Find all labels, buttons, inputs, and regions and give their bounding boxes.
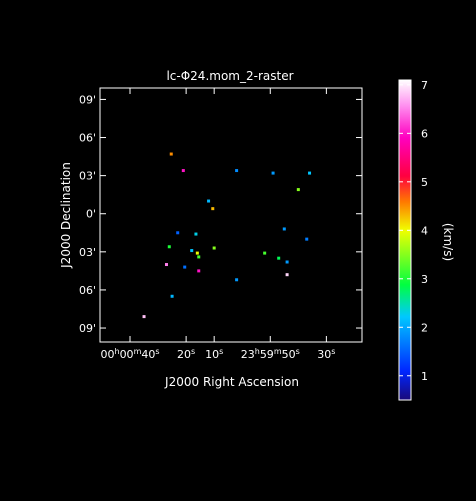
data-point <box>197 255 201 259</box>
colorbar-tick-label: 3 <box>421 273 428 286</box>
x-tick-labels: 00h00m40s 20s 10s 23h59m50s 30s <box>100 347 335 361</box>
y-tick-label: 0' <box>86 208 96 221</box>
colorbar-tick-label: 6 <box>421 127 428 140</box>
y-tick-label: 09' <box>79 93 96 106</box>
data-point <box>305 237 309 241</box>
data-point <box>164 263 168 267</box>
axis-ticks <box>100 88 362 342</box>
data-point <box>285 273 289 277</box>
data-point <box>277 256 281 260</box>
y-tick-labels: 09' 06' 03' 0' 03' 06' 09' <box>79 93 96 335</box>
y-tick-label: 06' <box>79 284 96 297</box>
data-point <box>263 251 267 255</box>
data-point <box>170 294 174 298</box>
data-point <box>194 232 198 236</box>
x-tick-label: 30s <box>317 347 335 361</box>
plot-frame <box>99 87 363 343</box>
y-tick-label: 09' <box>79 322 96 335</box>
x-axis-label: J2000 Right Ascension <box>164 375 299 389</box>
x-tick-label: 10s <box>205 347 223 361</box>
data-point <box>207 199 211 203</box>
colorbar-label: (km/s) <box>441 223 455 261</box>
data-point <box>308 171 312 175</box>
y-tick-label: 03' <box>79 170 96 183</box>
colorbar-tick-label: 1 <box>421 370 428 383</box>
data-point <box>271 171 275 175</box>
data-point <box>235 169 239 173</box>
data-point <box>296 188 300 192</box>
colorbar-ticks: 1 2 3 4 5 6 7 <box>399 79 428 383</box>
colorbar <box>398 79 412 401</box>
data-point <box>183 265 187 269</box>
data-point <box>285 260 289 264</box>
data-point <box>169 152 173 156</box>
data-point <box>190 249 194 253</box>
colorbar-tick-label: 5 <box>421 176 428 189</box>
data-point <box>235 278 239 282</box>
colorbar-tick-label: 2 <box>421 321 428 334</box>
data-points <box>142 152 312 319</box>
data-point <box>195 251 199 255</box>
data-point <box>181 169 185 173</box>
data-point <box>142 315 146 319</box>
data-point <box>282 227 286 231</box>
x-tick-label: 23h59m50s <box>241 347 300 361</box>
colorbar-tick-label: 7 <box>421 79 428 92</box>
x-tick-label: 20s <box>177 347 195 361</box>
colorbar-tick-label: 4 <box>421 224 428 237</box>
x-tick-label: 00h00m40s <box>100 347 159 361</box>
data-point <box>176 231 180 235</box>
data-point <box>167 245 171 249</box>
y-axis-label: J2000 Declination <box>59 162 73 269</box>
data-point <box>211 207 215 211</box>
data-point <box>197 269 201 273</box>
y-tick-label: 03' <box>79 246 96 259</box>
y-tick-label: 06' <box>79 132 96 145</box>
chart-title: lc-Φ24.mom_2-raster <box>166 69 293 83</box>
data-point <box>212 246 216 250</box>
